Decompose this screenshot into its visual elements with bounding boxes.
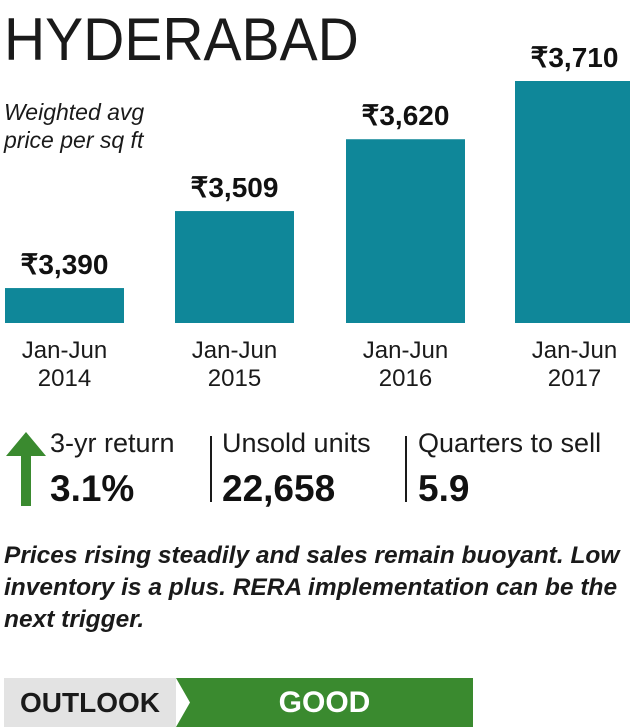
outlook-badge-shape	[176, 678, 473, 727]
bar	[515, 81, 630, 323]
stat-quarters-label: Quarters to sell	[418, 428, 602, 458]
x-tick-label: Jan-Jun	[192, 337, 277, 364]
bar	[175, 211, 294, 323]
stat-return-label: 3-yr return	[50, 428, 175, 458]
data-label: ₹3,390	[21, 249, 109, 280]
outlook-label: OUTLOOK	[4, 678, 176, 727]
stat-divider	[405, 436, 407, 502]
outlook-badge: GOOD	[176, 678, 473, 727]
x-tick-label: Jan-Jun	[532, 337, 617, 364]
x-tick-label: 2015	[208, 365, 261, 392]
stat-unsold-value: 22,658	[222, 468, 336, 509]
data-label: ₹3,710	[531, 42, 619, 73]
stat-unsold-label: Unsold units	[222, 428, 371, 458]
x-tick-label: 2014	[38, 365, 91, 392]
price-bar-chart: ₹3,390Jan-Jun2014₹3,509Jan-Jun2015₹3,620…	[5, 42, 630, 392]
data-label: ₹3,620	[362, 100, 450, 131]
x-tick-label: 2017	[548, 365, 601, 392]
x-tick-label: Jan-Jun	[22, 337, 107, 364]
bar	[346, 139, 465, 323]
bar	[5, 288, 124, 323]
commentary-text: Prices rising steadily and sales remain …	[4, 542, 620, 633]
page-title: HYDERABAD	[4, 6, 359, 73]
outlook-value: GOOD	[278, 685, 371, 719]
up-arrow-icon	[6, 432, 46, 506]
x-tick-label: Jan-Jun	[363, 337, 448, 364]
data-label: ₹3,509	[191, 172, 279, 203]
stat-return-value: 3.1%	[50, 468, 135, 509]
stat-quarters-value: 5.9	[418, 468, 470, 509]
x-tick-label: 2016	[379, 365, 432, 392]
stat-divider	[210, 436, 212, 502]
chart-subtitle: Weighted avg price per sq ft	[4, 99, 145, 153]
